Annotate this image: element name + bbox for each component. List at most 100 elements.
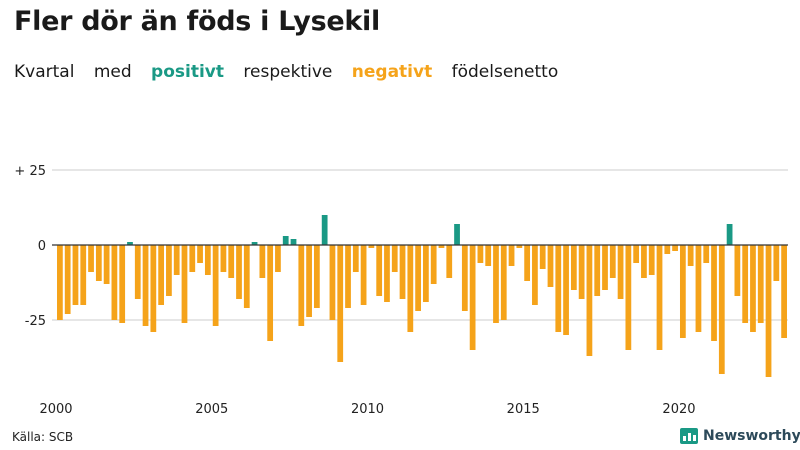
bar [555,245,562,332]
bar [516,245,523,248]
bar [173,245,180,275]
bar [508,245,515,266]
bar [633,245,640,263]
bar [306,245,312,317]
subtitle-negative: negativt [351,62,433,82]
chart-title: Fler dör än föds i Lysekil [14,6,380,37]
bars [57,215,787,377]
bar [298,245,305,326]
bar [72,245,79,305]
bar [423,245,429,302]
bar [500,245,507,320]
bar [88,245,94,272]
bar [352,245,359,272]
bar [532,245,538,305]
bar [290,239,297,245]
bar [251,242,258,245]
bar [212,245,219,326]
bar [313,245,320,308]
bar [454,224,460,245]
bar [236,245,242,299]
bar [345,245,351,308]
bar [664,245,671,254]
bar [648,245,655,275]
subtitle-word: födelsenetto [451,62,559,82]
bar [415,245,421,311]
bar [111,245,118,320]
bar [220,245,227,272]
bar [204,245,211,275]
bar [267,245,274,341]
subtitle-positive: positivt [151,62,225,82]
bar [166,245,172,296]
bar [524,245,531,281]
bar [282,236,289,245]
bar [594,245,601,296]
bar [57,245,63,320]
bar [672,245,678,251]
gridlines [52,169,788,321]
bar [765,245,772,377]
bar [570,245,577,290]
brand-name: Newsworthy [703,428,800,444]
bar [711,245,717,341]
source-note: Källa: SCB [12,430,74,444]
bar [718,245,725,374]
bar [243,245,250,308]
bar [477,245,484,263]
x-axis: 2000 2005 2010 2015 2020 [39,402,695,417]
bar [181,245,188,323]
bar [438,245,445,248]
bar [602,245,608,290]
bar [127,242,133,245]
bar [407,245,414,332]
bar [95,245,102,281]
bar [119,245,126,323]
y-axis: + 25 0 -25 [14,164,788,329]
bar [189,245,196,272]
bar [446,245,453,278]
x-tick-label: 2015 [507,402,540,417]
bar [142,245,149,326]
bar [368,245,375,248]
bar [679,245,686,338]
bar [430,245,437,284]
bar [80,245,87,305]
bar [197,245,203,263]
x-tick-label: 2010 [351,402,384,417]
bar [64,245,71,314]
bar [563,245,569,335]
bar [609,245,616,278]
y-tick-label: 0 [38,239,46,254]
subtitle-word: Kvartal [14,62,75,82]
bar [742,245,749,323]
x-tick-label: 2020 [662,402,695,417]
bar [158,245,165,305]
newsworthy-logo-icon [680,428,698,444]
y-tick-label: -25 [25,314,46,329]
brand-logo[interactable]: Newsworthy [680,428,800,444]
bar [103,245,110,284]
bar [641,245,647,278]
x-tick-label: 2005 [195,402,228,417]
bar [469,245,476,350]
bar [391,245,398,272]
bar [617,245,624,299]
bar [360,245,367,305]
bar [757,245,764,323]
bar [399,245,406,299]
y-tick-label: + 25 [14,164,46,179]
bar [259,245,266,278]
bar [750,245,756,332]
bar [734,245,741,296]
bar [493,245,499,323]
bar [625,245,632,350]
bar [547,245,554,287]
bar [687,245,694,266]
bar [329,245,336,320]
bar [726,224,733,245]
bar [384,245,390,302]
bar [781,245,787,338]
subtitle-word: respektive [243,62,333,82]
